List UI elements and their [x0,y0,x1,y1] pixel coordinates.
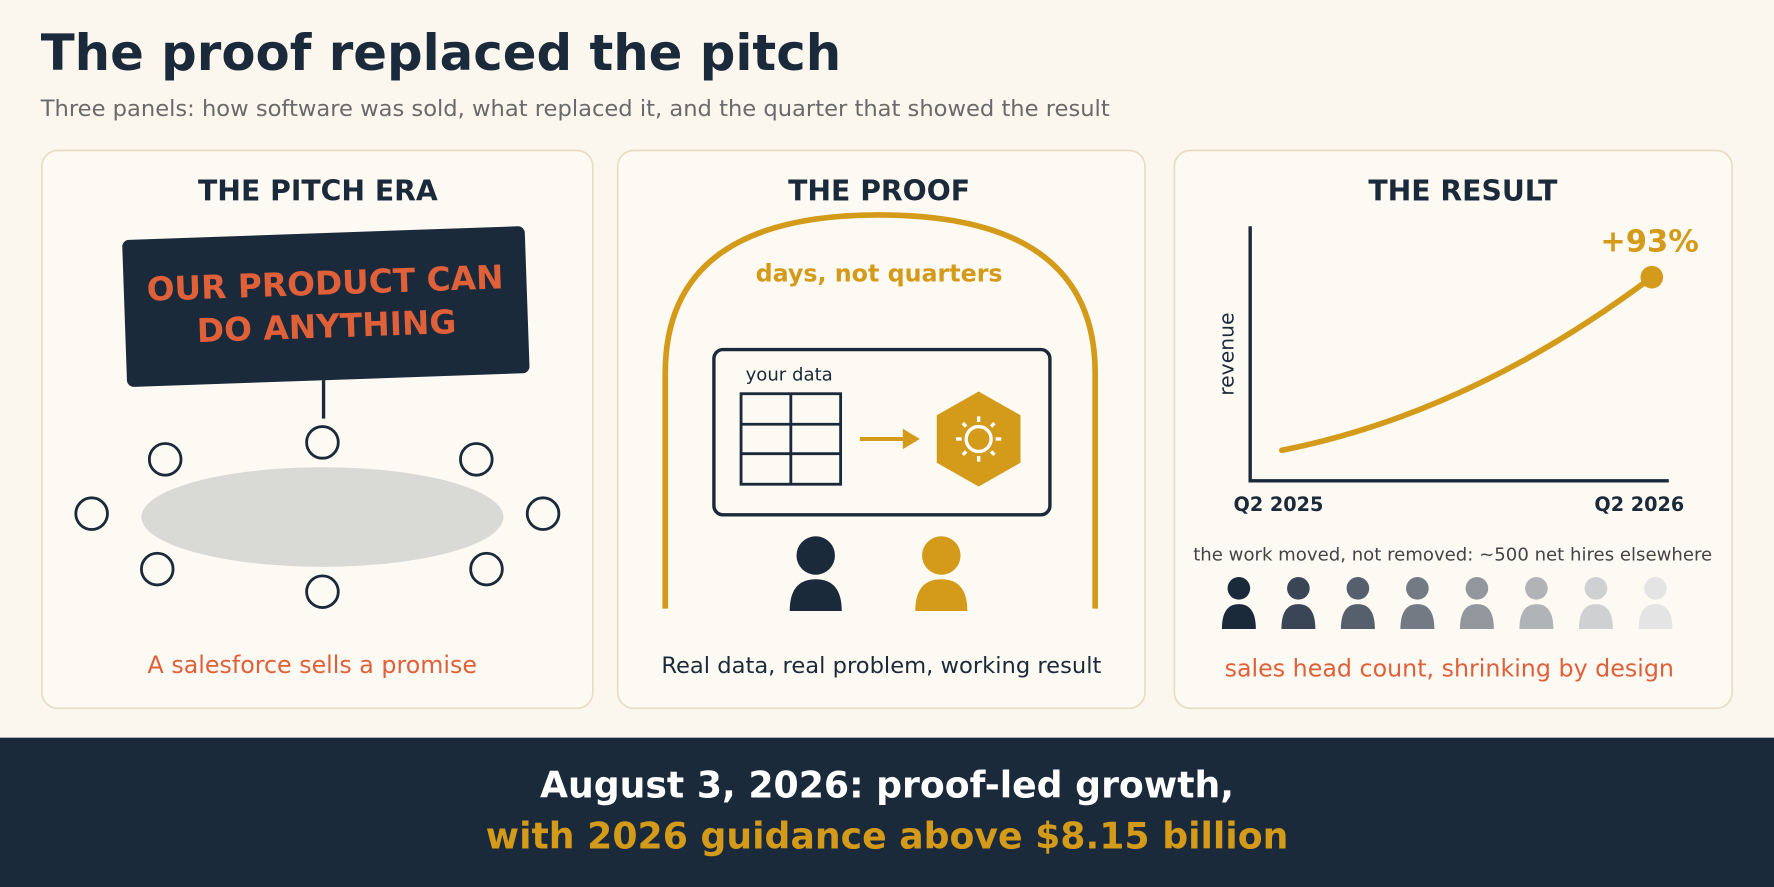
person-head [796,536,835,575]
note: the work moved, not removed: ~500 net hi… [1193,545,1712,566]
seat [140,551,175,587]
revenue-curve [1279,274,1655,454]
seat [469,551,504,587]
headcount [1221,577,1673,630]
engine-icon [964,424,993,454]
panel-pitch: THE PITCH ERA OUR PRODUCT CAN DO ANYTHIN… [41,149,594,710]
seat [525,496,561,531]
person-body [915,579,968,611]
person-head [1584,577,1608,600]
data-grid [739,392,843,486]
sign-board [122,226,530,387]
person-body [1281,604,1316,630]
person-body [1340,604,1375,630]
arch-label: days, not quarters [756,259,1003,287]
footer-line: August 3, 2026: proof-led growth, [540,763,1234,806]
axis-label: revenue [1215,312,1239,395]
panel-caption: sales head count, shrinking by design [1225,654,1674,682]
panel-title: THE PROOF [788,174,970,207]
annotation: +93% [1600,225,1699,260]
arrow-head [902,428,920,450]
seat [305,425,340,460]
panel-proof: THE PROOF days, not quarters your data R… [616,149,1146,710]
axes [1248,226,1669,483]
box-label: your data [746,365,833,386]
x-label: Q2 2025 [1234,493,1324,516]
person-body [1221,604,1256,630]
curve-end [1640,265,1664,289]
person-body [1519,604,1554,630]
sign: OUR PRODUCT CAN DO ANYTHING [122,226,530,387]
subtitle: Three panels: how software was sold, wha… [40,96,1110,122]
sign-text: DO ANYTHING [196,303,457,350]
arch [662,212,1099,609]
person-body [1459,604,1494,630]
engine-rays [956,416,1002,462]
seat [305,574,340,609]
person-head [1287,577,1310,600]
seat [147,442,183,477]
table [141,467,504,567]
person-body [1400,604,1435,630]
panel-title: THE RESULT [1368,174,1558,207]
engine [936,391,1021,487]
seat [459,442,494,477]
panel-title: THE PITCH ERA [198,174,438,207]
person-head [1465,577,1489,600]
person-head [1644,577,1667,600]
footer-line: with 2026 guidance above $8.15 billion [486,814,1289,857]
x-label: Q2 2026 [1594,493,1684,516]
person-body [1578,604,1613,630]
panel-result: THE RESULT revenue +93% Q2 2025 Q2 2026 … [1173,149,1733,710]
person-head [1227,577,1251,600]
person-head [1525,577,1548,600]
person-body [789,579,842,611]
person-head [922,536,961,575]
footer-band [0,737,1774,887]
seat [74,496,109,531]
panel-frame [1173,149,1733,710]
person-head [1406,577,1429,600]
panel-caption: A salesforce sells a promise [148,651,477,679]
title: The proof replaced the pitch [41,24,841,82]
panel-caption: Real data, real problem, working result [661,653,1101,679]
person-head [1346,577,1370,600]
person-body [1638,604,1673,630]
